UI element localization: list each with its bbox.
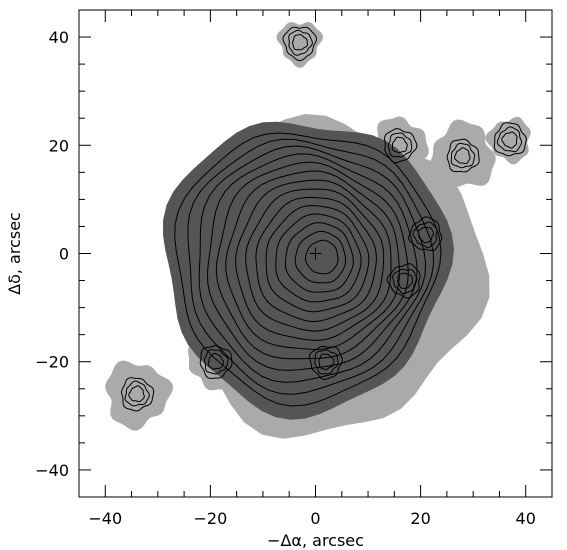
contour-line [304,239,339,275]
contour-line [206,153,418,371]
x-tick-label: −40 [88,509,122,528]
y-tick-labels: −40 −20 0 20 40 [35,28,69,480]
knot-contour-line [412,221,438,249]
x-tick-label: 20 [410,509,430,528]
contour-line [284,222,354,293]
y-axis-title: Δδ, arcsec [5,212,24,295]
knot-contour-line [288,29,313,56]
x-axis-title: −Δα, arcsec [267,531,364,550]
knot-contour-line [318,353,335,371]
knot-contour-line [501,131,518,149]
contour-lines [120,26,527,412]
contour-line [174,132,442,407]
light-region-knot [428,119,496,187]
y-tick-label: 20 [49,136,69,155]
x-tick-label: 40 [516,509,536,528]
knot-contour-line [124,380,150,407]
contour-line [225,170,400,350]
x-tick-labels: −40 −20 0 20 40 [88,509,536,528]
y-tick-label: 0 [59,245,69,264]
knot-contour-line [128,385,145,403]
y-tick-label: −20 [35,353,69,372]
x-tick-label: 0 [310,509,320,528]
contour-line [294,230,347,284]
center-cross-marker [309,247,322,260]
light-region-knot [276,22,323,68]
axis-ticks [79,10,552,497]
knot-contour-line [199,345,233,379]
contour-line [215,161,409,360]
knot-contour-line [308,345,343,381]
knot-contour-line [387,132,413,158]
knot-contour-line [496,126,522,153]
contour-line [187,138,435,395]
emission-regions [105,22,531,439]
contour-line [265,205,370,313]
contour-line [275,213,362,303]
knot-contour-line [282,26,317,62]
knot-contour-line [314,349,339,375]
knot-contour-line [397,272,414,289]
y-tick-label: 40 [49,28,69,47]
knot-contour-line [203,349,229,375]
knot-contour-line [454,147,471,165]
knot-contour-line [446,138,480,173]
contour-line [255,196,377,323]
knot-contour-line [291,34,308,51]
y-tick-label: −40 [35,461,69,480]
knot-contour-line [408,216,443,252]
knot-contour-line [417,226,435,244]
knot-contour-line [383,128,418,164]
contour-line [234,179,392,341]
knot-contour-line [386,263,421,299]
knot-contour-line [392,268,418,295]
light-region-knot [105,360,173,431]
knot-contour-line [450,143,476,169]
knot-contour-line [120,377,155,412]
contour-line [198,145,427,383]
knot-contour-line [207,352,225,370]
knot-contour-line [493,122,527,157]
x-tick-label: −20 [194,509,228,528]
knot-contour-line [391,136,408,154]
contour-line [245,188,385,332]
light-region-knot [485,116,531,165]
